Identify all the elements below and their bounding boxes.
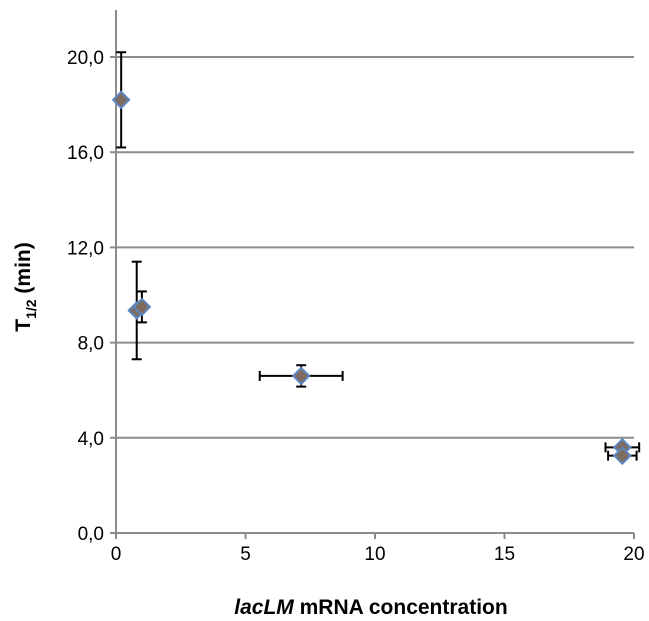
y-tick-label: 8,0 — [78, 334, 104, 355]
y-tick-label: 4,0 — [78, 429, 104, 450]
y-tick-label: 20,0 — [67, 48, 104, 69]
x-tick-label: 15 — [494, 544, 515, 565]
y-axis-title-subscript: 1/2 — [23, 299, 39, 319]
y-axis-title: T1/2 (min) — [12, 242, 39, 331]
y-tick-label: 12,0 — [67, 238, 104, 259]
data-point — [111, 90, 131, 110]
y-tick-label: 16,0 — [67, 143, 104, 164]
x-tick-label: 0 — [111, 544, 122, 565]
y-tick-labels: 0,0 4,0 8,0 12,0 16,0 20,0 — [67, 48, 104, 545]
x-tick-labels: 0 5 10 15 20 — [111, 544, 645, 565]
x-tick-label: 20 — [623, 544, 644, 565]
axis-layer — [115, 10, 634, 534]
y-axis-title-rest: (min) — [12, 242, 35, 299]
error-bars — [116, 51, 641, 461]
x-axis-title: lacLM mRNA concentration — [234, 596, 507, 619]
x-axis-title-rest: mRNA concentration — [294, 596, 508, 619]
data-point — [291, 366, 311, 386]
data-points — [111, 90, 632, 466]
y-tick-label: 0,0 — [78, 524, 104, 545]
grid-layer — [110, 56, 635, 539]
x-axis-title-italic: lacLM — [234, 596, 294, 619]
data-point — [132, 297, 152, 317]
data-point — [612, 446, 632, 466]
x-tick-label: 10 — [364, 544, 385, 565]
y-axis-title-main: T — [12, 319, 35, 332]
x-tick-label: 5 — [240, 544, 251, 565]
